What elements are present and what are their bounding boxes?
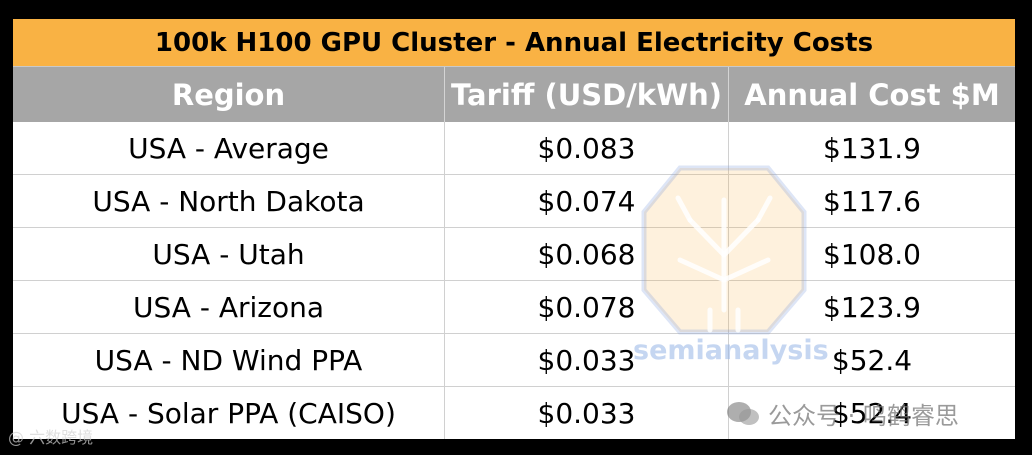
region-cell: USA - Arizona [13,281,445,333]
table-header-row: Region Tariff (USD/kWh) Annual Cost $M [13,67,1015,122]
tariff-cell: $0.074 [445,175,729,227]
semianalysis-wordmark: semianalysis [633,335,829,366]
region-cell: USA - Utah [13,228,445,280]
header-tariff: Tariff (USD/kWh) [445,67,729,122]
wechat-watermark: 公众号 · 鸣鹤睿思 [726,396,959,431]
table-row: USA - Solar PPA (CAISO) $0.033 $52.4 [13,387,1015,439]
cost-cell: $52.4 [831,396,913,430]
table-row: USA - Arizona $0.078 $123.9 [13,281,1015,334]
table-row: USA - ND Wind PPA $0.033 $52.4 [13,334,1015,387]
cost-cell: $117.6 [823,184,921,218]
tariff-cell: $0.033 [445,387,729,439]
cost-cell: $108.0 [823,237,921,271]
table-title: 100k H100 GPU Cluster - Annual Electrici… [13,19,1015,67]
tariff-cell: $0.083 [445,122,729,174]
region-cell: USA - Solar PPA (CAISO) [13,387,445,439]
header-annual-cost: Annual Cost $M [744,77,1000,112]
table-row: USA - North Dakota $0.074 $117.6 [13,175,1015,228]
header-region: Region [13,67,445,122]
cost-cell: $131.9 [823,131,921,165]
tariff-cell: $0.033 [445,334,729,386]
cost-cell: $123.9 [823,290,921,324]
region-cell: USA - Average [13,122,445,174]
table-body: USA - Average $0.083 $131.9 USA - North … [13,122,1015,439]
tariff-cell: $0.078 [445,281,729,333]
region-cell: USA - ND Wind PPA [13,334,445,386]
corner-watermark: @ 六数跨境 [8,428,94,447]
wechat-icon [727,401,759,425]
wechat-account-label: 公众号 · 鸣鹤睿思 [768,402,959,430]
electricity-cost-table: 100k H100 GPU Cluster - Annual Electrici… [13,19,1015,439]
table-row: USA - Utah $0.068 $108.0 [13,228,1015,281]
cost-cell: $52.4 [831,343,913,377]
tariff-cell: $0.068 [445,228,729,280]
region-cell: USA - North Dakota [13,175,445,227]
table-row: USA - Average $0.083 $131.9 [13,122,1015,175]
